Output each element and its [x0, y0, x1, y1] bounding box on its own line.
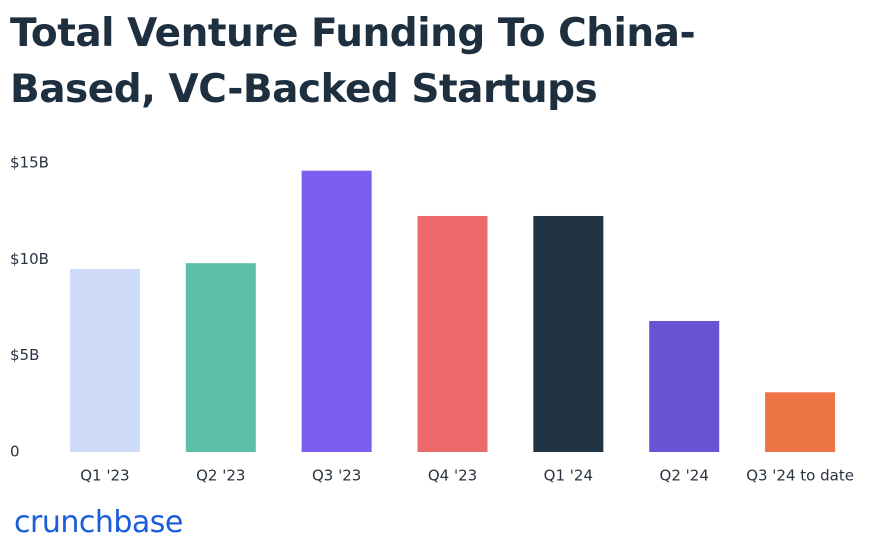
x-tick-label: Q3 '23 — [312, 467, 361, 485]
chart-title: Total Venture Funding To China-Based, VC… — [10, 11, 696, 112]
bar — [765, 392, 836, 452]
x-tick-label: Q4 '23 — [428, 467, 477, 485]
bar — [69, 268, 140, 452]
x-tick-label: Q3 '24 to date — [746, 467, 854, 485]
bar — [301, 170, 372, 452]
y-tick-label: $5B — [10, 346, 39, 364]
bar — [649, 320, 720, 452]
y-tick-label: 0 — [10, 443, 20, 461]
x-tick-label: Q2 '24 — [660, 467, 709, 485]
x-tick-label: Q2 '23 — [196, 467, 245, 485]
x-tick-label: Q1 '24 — [544, 467, 593, 485]
y-tick-label: $15B — [10, 154, 49, 172]
bar — [185, 263, 256, 452]
x-tick-label: Q1 '23 — [80, 467, 129, 485]
logo: crunchbase — [14, 505, 183, 540]
bar — [417, 215, 488, 452]
y-tick-label: $10B — [10, 250, 49, 268]
bar — [533, 215, 604, 452]
